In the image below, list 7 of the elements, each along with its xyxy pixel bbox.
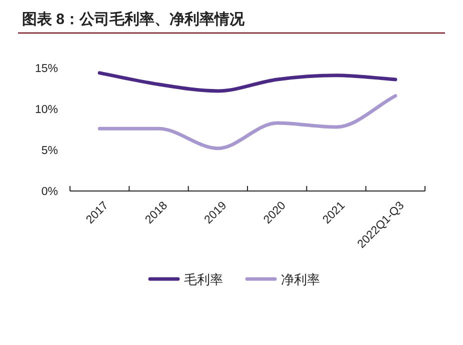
y-tick-label: 15% — [34, 63, 58, 75]
y-tick-label: 10% — [34, 104, 58, 116]
y-tick-label: 0% — [41, 186, 58, 198]
chart-title: 图表 8：公司毛利率、净利率情况 — [22, 10, 246, 28]
legend-label: 净利率 — [281, 272, 320, 287]
y-tick-label: 5% — [41, 145, 58, 157]
legend-label: 毛利率 — [184, 272, 223, 287]
